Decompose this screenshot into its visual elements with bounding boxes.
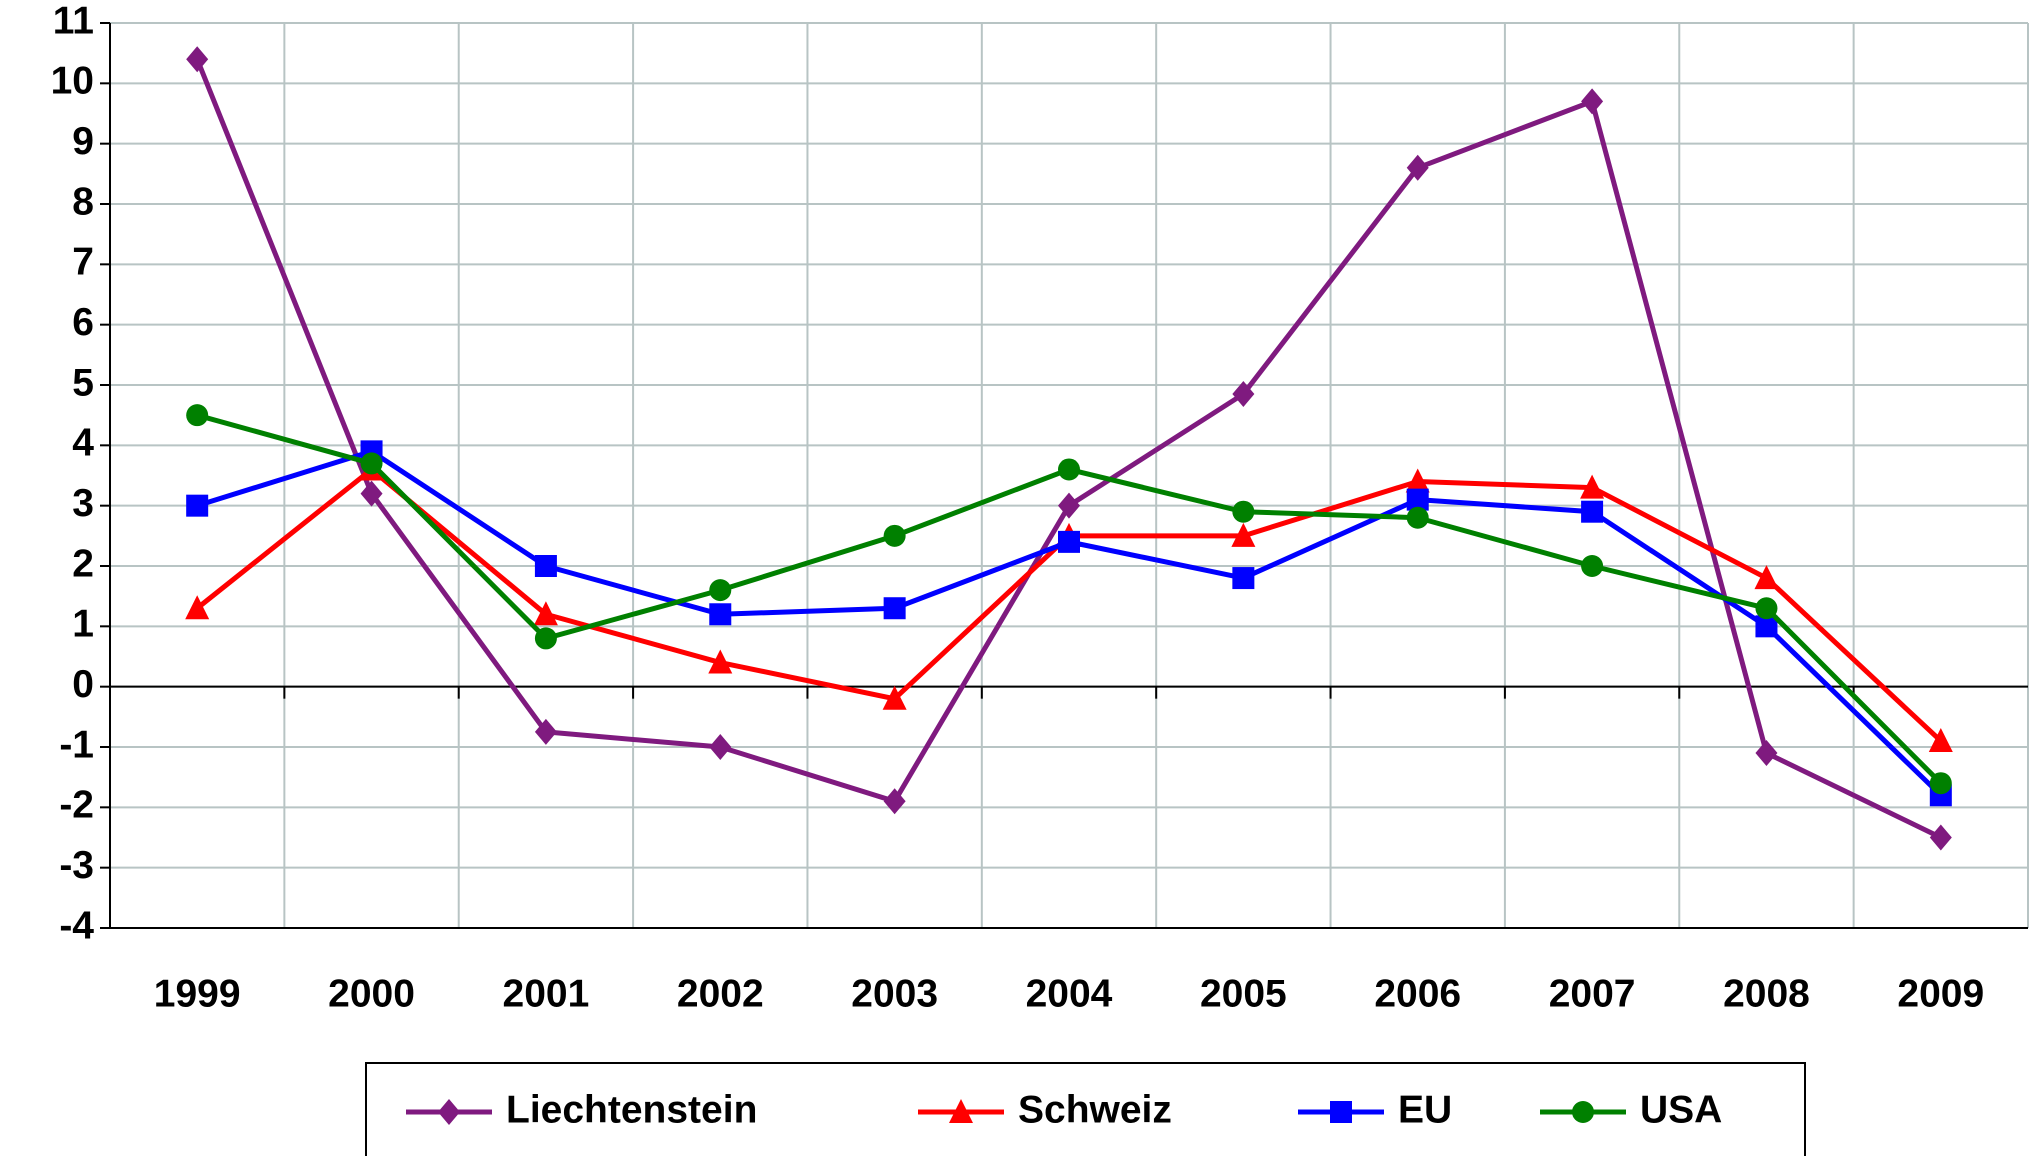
x-tick-label: 2004 — [1026, 972, 1113, 1015]
data-point — [360, 452, 383, 475]
data-point — [1581, 500, 1604, 523]
data-point — [883, 788, 906, 815]
y-tick-label: 11 — [53, 0, 94, 42]
x-tick-label: 2001 — [503, 972, 590, 1015]
data-point — [1405, 468, 1430, 493]
data-point — [1232, 381, 1255, 408]
x-tick-label: 2007 — [1549, 972, 1636, 1015]
y-tick-label: 1 — [72, 603, 94, 646]
data-point — [534, 627, 557, 650]
data-point — [1231, 522, 1256, 547]
legend-marker — [1330, 1101, 1352, 1123]
y-tick-label: -2 — [59, 784, 94, 827]
data-point — [1755, 597, 1778, 620]
data-point — [1929, 772, 1952, 795]
data-point — [883, 597, 906, 620]
legend-marker — [438, 1099, 460, 1125]
data-point — [1755, 615, 1778, 638]
data-point — [883, 524, 906, 547]
data-point — [1581, 88, 1604, 115]
data-point — [186, 46, 209, 73]
x-tick-label: 2006 — [1374, 972, 1461, 1015]
data-point — [185, 595, 210, 620]
data-point — [1232, 500, 1255, 523]
y-tick-label: 10 — [51, 60, 94, 103]
x-tick-label: 2005 — [1200, 972, 1287, 1015]
data-point — [1929, 824, 1952, 851]
x-tick-label: 2009 — [1897, 972, 1984, 1015]
y-tick-label: -4 — [59, 904, 94, 947]
data-point — [1058, 458, 1080, 481]
data-point — [709, 734, 732, 760]
legend-marker — [949, 1099, 973, 1123]
y-tick-label: 7 — [72, 241, 94, 284]
y-tick-label: -3 — [59, 844, 94, 887]
data-point — [534, 718, 557, 745]
data-point — [186, 404, 209, 427]
x-tick-label: 2003 — [851, 972, 938, 1015]
data-point — [1928, 727, 1953, 752]
data-point — [1581, 555, 1604, 577]
y-tick-label: 5 — [72, 361, 94, 404]
y-tick-label: 8 — [72, 180, 94, 223]
data-point — [1058, 492, 1080, 519]
data-point — [882, 685, 907, 710]
x-tick-label: 1999 — [154, 972, 241, 1015]
legend-label: Schweiz — [1018, 1088, 1172, 1131]
data-point — [186, 494, 209, 517]
data-point — [533, 601, 558, 626]
y-tick-label: 4 — [72, 422, 94, 465]
data-point — [1754, 565, 1779, 590]
data-point — [1580, 474, 1605, 499]
data-point — [360, 480, 383, 507]
data-point — [1406, 154, 1429, 181]
legend-label: USA — [1640, 1088, 1722, 1131]
y-tick-label: 2 — [72, 542, 94, 585]
data-point — [534, 555, 557, 577]
y-tick-label: 3 — [72, 482, 94, 525]
data-point — [1406, 488, 1429, 511]
data-point — [1058, 530, 1080, 553]
legend-label: Liechtenstein — [506, 1088, 757, 1131]
x-tick-label: 2000 — [328, 972, 415, 1015]
legend-marker — [1572, 1101, 1594, 1123]
data-point — [1755, 740, 1778, 767]
data-point — [709, 579, 732, 602]
y-tick-label: 9 — [72, 120, 94, 163]
y-tick-label: -1 — [59, 723, 94, 766]
data-point — [1406, 506, 1429, 529]
y-tick-label: 6 — [72, 301, 94, 344]
y-tick-label: 0 — [72, 663, 94, 706]
x-tick-label: 2008 — [1723, 972, 1810, 1015]
data-point — [708, 649, 733, 674]
data-point — [709, 603, 732, 626]
x-tick-label: 2002 — [677, 972, 764, 1015]
data-point — [1232, 567, 1255, 590]
legend-label: EU — [1398, 1088, 1452, 1131]
